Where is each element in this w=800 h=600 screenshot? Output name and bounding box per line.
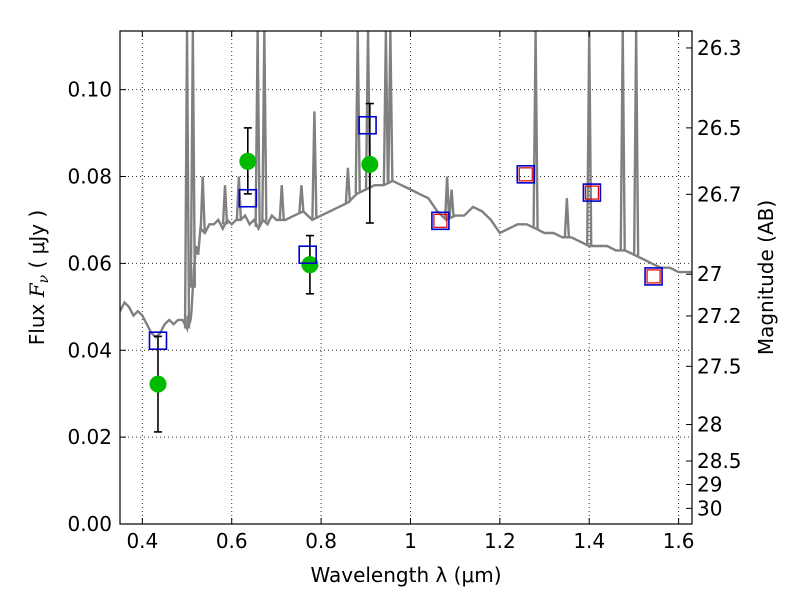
grid bbox=[120, 31, 692, 524]
emission-line bbox=[619, 31, 626, 251]
model-photometry-marker bbox=[358, 115, 377, 135]
y-axis-label-subscript: ν bbox=[36, 274, 52, 283]
emission-line bbox=[261, 31, 268, 222]
model-photometry-marker bbox=[582, 183, 602, 202]
model-photometry-marker bbox=[298, 245, 317, 264]
model-photometry-marker bbox=[148, 331, 168, 350]
emission-line bbox=[563, 198, 571, 238]
x-axis-label: Wavelength λ (μm) bbox=[310, 563, 501, 587]
y-tick-label: 0.00 bbox=[67, 512, 112, 536]
observed-marker bbox=[301, 256, 319, 274]
mag-tick-label: 26.3 bbox=[697, 36, 742, 60]
y-tick-label: 0.08 bbox=[67, 165, 112, 189]
x-tick-label: 0.4 bbox=[126, 529, 158, 553]
model-photometry-marker bbox=[238, 188, 258, 208]
emission-line bbox=[632, 31, 640, 256]
observed-point bbox=[239, 127, 257, 195]
y-axis-label-prefix: Flux bbox=[25, 297, 49, 345]
y-tick-label: 0.02 bbox=[67, 425, 112, 449]
model-spectrum bbox=[120, 31, 692, 339]
model-photometry-inner-marker bbox=[646, 269, 661, 284]
x-tick-label: 1.2 bbox=[484, 529, 516, 553]
observed-point bbox=[361, 102, 379, 224]
model-photometry-marker bbox=[516, 165, 536, 184]
emission-line bbox=[382, 31, 390, 185]
observed-marker bbox=[361, 155, 379, 173]
model-photometry-marker bbox=[644, 267, 663, 286]
observed-marker bbox=[149, 375, 167, 393]
emission-line bbox=[183, 31, 191, 329]
emission-line bbox=[344, 167, 352, 203]
mag-tick-label: 27 bbox=[697, 262, 722, 286]
emission-line bbox=[278, 185, 285, 221]
mag-tick-label: 26.7 bbox=[697, 182, 742, 206]
y-tick-label: 0.04 bbox=[67, 338, 112, 362]
plot-frame bbox=[119, 30, 693, 525]
emission-line bbox=[387, 31, 394, 182]
emission-line bbox=[221, 185, 229, 225]
mag-tick-label: 28.5 bbox=[697, 449, 742, 473]
mag-tick-label: 28 bbox=[697, 413, 722, 437]
photometry-points bbox=[148, 102, 663, 433]
y-axis-label-symbol: F bbox=[25, 282, 49, 298]
emission-line bbox=[532, 31, 539, 229]
x-tick-label: 1 bbox=[404, 529, 417, 553]
x-tick-label: 0.6 bbox=[216, 529, 248, 553]
y-axis-label-suffix: ( μJy ) bbox=[25, 210, 49, 275]
emission-line bbox=[443, 176, 451, 220]
emission-line bbox=[311, 111, 318, 219]
y-tick-label: 0.10 bbox=[67, 78, 112, 102]
emission-line bbox=[586, 31, 593, 247]
emission-line bbox=[199, 176, 206, 231]
emission-line bbox=[189, 31, 197, 288]
axis-ticks: 0.4 0.6 0.8 1 1.2 1.4 1.6 0.00 0.02 0.04 0.06 0.08 0… bbox=[67, 31, 742, 553]
mag-tick-label: 30 bbox=[697, 496, 722, 520]
y-tick-label: 0.06 bbox=[67, 251, 112, 275]
mag-tick-label: 27.5 bbox=[697, 354, 742, 378]
observed-marker bbox=[239, 152, 257, 170]
mag-tick-label: 29 bbox=[697, 472, 722, 496]
emission-line bbox=[254, 31, 261, 227]
observed-point bbox=[301, 234, 319, 295]
spectrum-continuum bbox=[120, 179, 692, 339]
emission-line bbox=[354, 31, 361, 194]
y2-axis-label: Magnitude (AB) bbox=[754, 200, 778, 355]
model-photometry-inner-marker bbox=[584, 185, 600, 200]
observed-point bbox=[149, 335, 167, 433]
x-tick-label: 1.6 bbox=[663, 529, 695, 553]
model-photometry-inner-marker bbox=[518, 167, 533, 182]
model-photometry-marker bbox=[431, 211, 450, 231]
emission-line bbox=[298, 185, 305, 213]
emission-line bbox=[235, 176, 243, 221]
mag-tick-label: 26.5 bbox=[697, 116, 742, 140]
model-photometry-inner-marker bbox=[433, 213, 448, 228]
y-axis-label: Flux Fν ( μJy ) bbox=[25, 210, 52, 345]
emission-line bbox=[448, 189, 455, 218]
x-tick-label: 1.4 bbox=[573, 529, 605, 553]
mag-tick-label: 27.2 bbox=[697, 304, 742, 328]
x-tick-label: 0.8 bbox=[305, 529, 337, 553]
